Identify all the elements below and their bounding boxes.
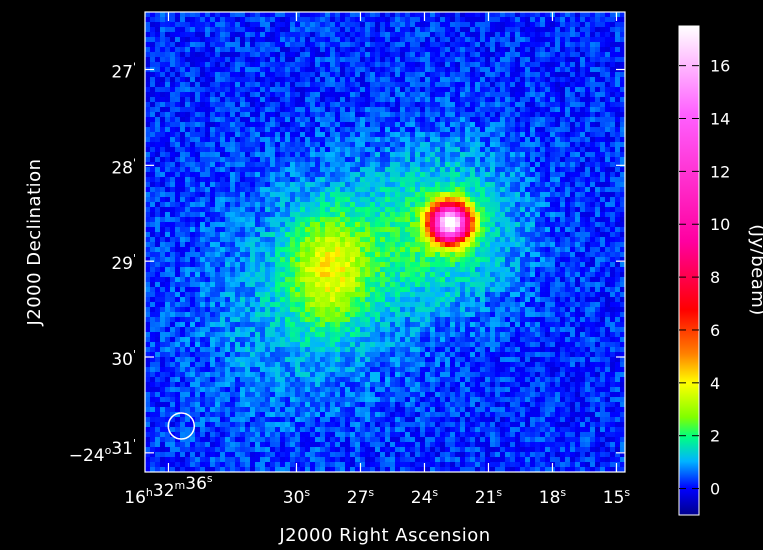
y-tick-label: 30' bbox=[111, 348, 136, 370]
x-tick-label-unit: m bbox=[175, 479, 186, 492]
y-tick-label-unit: o bbox=[105, 444, 112, 457]
x-tick-label: 18s bbox=[539, 486, 567, 508]
y-axis-title: J2000 Declination bbox=[24, 158, 45, 326]
y-tick-label-value: 27 bbox=[111, 63, 133, 83]
x-tick-label-unit: s bbox=[304, 486, 310, 499]
colorbar-tick-label: 14 bbox=[710, 110, 730, 129]
colorbar-label: (Jy/beam) bbox=[747, 224, 763, 316]
x-tick-label-value: 32 bbox=[153, 481, 175, 501]
y-tick-label-unit: ' bbox=[133, 348, 136, 361]
beam-ellipse bbox=[167, 412, 196, 440]
x-tick-label-unit: s bbox=[560, 486, 566, 499]
y-tick-label: −24o31' bbox=[69, 437, 136, 466]
x-tick-label: 15s bbox=[603, 486, 631, 508]
colorbar-tick-label: 0 bbox=[710, 480, 720, 499]
y-tick-label-value: 31 bbox=[111, 439, 133, 459]
x-tick-label-value: 30 bbox=[283, 488, 305, 508]
x-tick-label: 16h32m36s bbox=[124, 472, 213, 508]
x-tick-label-value: 24 bbox=[411, 488, 433, 508]
x-tick-label: 27s bbox=[347, 486, 375, 508]
x-tick-label-value: 16 bbox=[124, 488, 146, 508]
y-tick-label-unit: ' bbox=[133, 61, 136, 74]
x-tick-label-value: 36 bbox=[185, 474, 207, 494]
colorbar bbox=[678, 25, 700, 516]
x-tick-label-value: 18 bbox=[539, 488, 561, 508]
y-tick-label-value: −24 bbox=[69, 446, 105, 466]
y-tick-label-unit: ' bbox=[133, 156, 136, 169]
colorbar-tick-label: 10 bbox=[710, 215, 730, 234]
axis-ticks bbox=[145, 12, 625, 472]
x-tick-label-unit: s bbox=[432, 486, 438, 499]
y-tick-label: 27' bbox=[111, 61, 136, 83]
colorbar-tick-label: 16 bbox=[710, 57, 730, 76]
y-tick-label-value: 28 bbox=[111, 158, 133, 178]
y-tick-label-unit: ' bbox=[133, 252, 136, 265]
x-tick-label: 21s bbox=[475, 486, 503, 508]
y-tick-label: 29' bbox=[111, 252, 136, 274]
x-tick-label-value: 21 bbox=[475, 488, 497, 508]
colorbar-tick-label: 2 bbox=[710, 427, 720, 446]
colorbar-tick-label: 4 bbox=[710, 374, 720, 393]
x-tick-label: 30s bbox=[283, 486, 311, 508]
x-tick-label-unit: h bbox=[146, 486, 153, 499]
colorbar-tick-label: 12 bbox=[710, 162, 730, 181]
y-tick-label-value: 29 bbox=[111, 254, 133, 274]
x-tick-label-unit: s bbox=[207, 472, 213, 485]
x-tick-label-value: 27 bbox=[347, 488, 369, 508]
y-tick-label: 28' bbox=[111, 156, 136, 178]
colorbar-tick-label: 8 bbox=[710, 268, 720, 287]
x-tick-label: 24s bbox=[411, 486, 439, 508]
plot-frame bbox=[144, 11, 626, 473]
x-tick-label-unit: s bbox=[624, 486, 630, 499]
y-tick-label-value: 30 bbox=[111, 350, 133, 370]
x-axis-title: J2000 Right Ascension bbox=[278, 525, 490, 546]
x-tick-label-value: 15 bbox=[603, 488, 625, 508]
x-tick-label-unit: s bbox=[368, 486, 374, 499]
colorbar-ticks: 0 2 4 6 8 10 12 14 16 bbox=[679, 57, 730, 499]
colorbar-tick-label: 6 bbox=[710, 321, 720, 340]
y-tick-label-unit: ' bbox=[133, 437, 136, 450]
x-tick-label-unit: s bbox=[496, 486, 502, 499]
heatmap-image bbox=[145, 12, 625, 472]
